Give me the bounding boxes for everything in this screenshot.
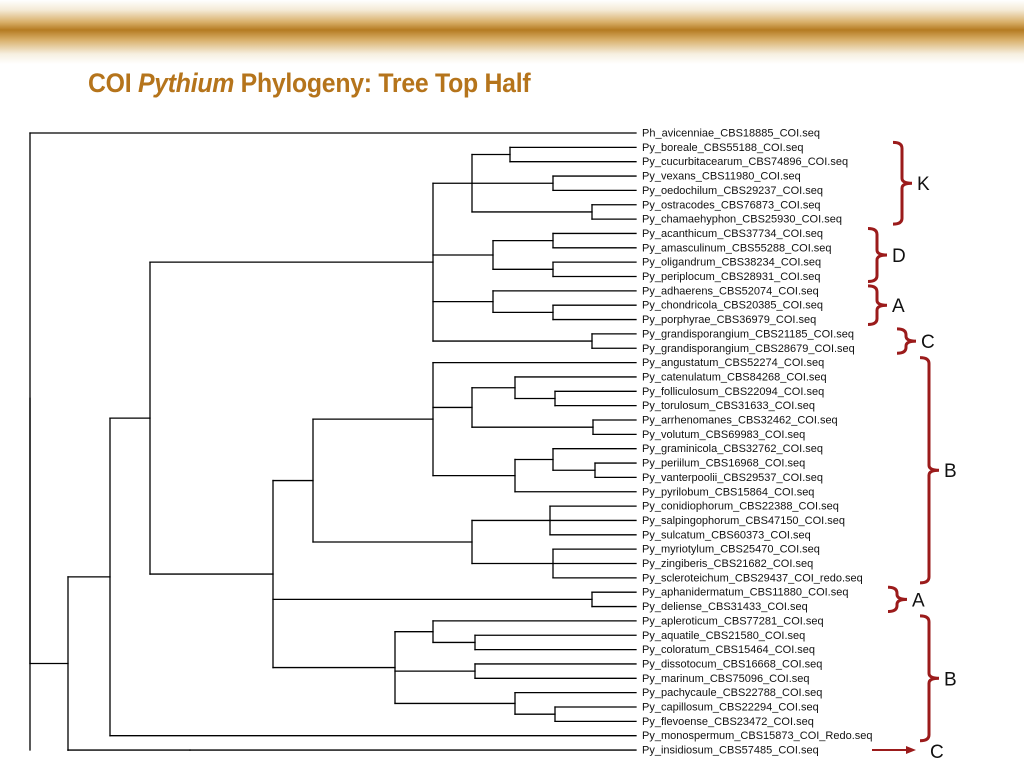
taxon-label: Py_apleroticum_CBS77281_COI.seq (642, 615, 824, 627)
taxon-label: Py_torulosum_CBS31633_COI.seq (642, 400, 815, 412)
taxon-label: Py_periilum_CBS16968_COI.seq (642, 458, 805, 470)
clade-group-label: D (892, 246, 906, 267)
clade-bracket (867, 284, 888, 327)
taxon-label: Py_adhaerens_CBS52074_COI.seq (642, 285, 819, 297)
title-part-3: Phylogeny: Tree Top Half (234, 68, 531, 98)
taxon-label: Py_angustatum_CBS52274_COI.seq (642, 357, 824, 369)
slide-title: COI Pythium Phylogeny: Tree Top Half (88, 68, 531, 99)
taxon-label: Py_coloratum_CBS15464_COI.seq (642, 644, 815, 656)
taxon-label: Py_zingiberis_CBS21682_COI.seq (642, 558, 813, 570)
taxon-label: Py_arrhenomanes_CBS32462_COI.seq (642, 415, 838, 427)
taxon-label: Py_cucurbitacearum_CBS74896_COI.seq (642, 156, 848, 168)
taxon-label: Py_scleroteichum_CBS29437_COI_redo.seq (642, 572, 863, 584)
taxon-label: Py_volutum_CBS69983_COI.seq (642, 429, 805, 441)
taxon-label: Py_marinum_CBS75096_COI.seq (642, 673, 810, 685)
taxon-label: Py_grandisporangium_CBS28679_COI.seq (642, 343, 855, 355)
tree-branches (29, 132, 637, 751)
taxon-label: Py_graminicola_CBS32762_COI.seq (642, 443, 823, 455)
clade-group-label: C (930, 742, 944, 763)
taxon-label: Py_amasculinum_CBS55288_COI.seq (642, 242, 832, 254)
taxon-label: Py_myriotylum_CBS25470_COI.seq (642, 544, 820, 556)
clade-group-label: B (944, 669, 957, 690)
taxon-label: Py_porphyrae_CBS36979_COI.seq (642, 314, 816, 326)
clade-group-label: K (917, 174, 930, 195)
taxon-label: Py_ostracodes_CBS76873_COI.seq (642, 199, 821, 211)
clade-arrowhead (906, 746, 916, 755)
taxon-label: Py_pachycaule_CBS22788_COI.seq (642, 687, 822, 699)
clade-group-label: B (944, 461, 957, 482)
taxon-label: Py_boreale_CBS55188_COI.seq (642, 142, 803, 154)
taxon-label: Py_grandisporangium_CBS21185_COI.seq (642, 328, 854, 340)
taxon-label: Py_catenulatum_CBS84268_COI.seq (642, 371, 827, 383)
clade-bracket (887, 585, 908, 614)
taxon-label: Py_flevoense_CBS23472_COI.seq (642, 716, 814, 728)
clade-bracket (919, 356, 940, 585)
taxon-label: Py_aquatile_CBS21580_COI.seq (642, 630, 805, 642)
taxon-label: Py_aphanidermatum_CBS11880_COI.seq (642, 587, 848, 599)
taxon-label: Py_folliculosum_CBS22094_COI.seq (642, 386, 824, 398)
taxon-label: Py_vexans_CBS11980_COI.seq (642, 171, 801, 183)
title-genus-italic: Pythium (137, 68, 235, 98)
clade-group-label: A (892, 296, 905, 317)
taxon-label: Py_acanthicum_CBS37734_COI.seq (642, 228, 823, 240)
taxon-label: Py_chamaehyphon_CBS25930_COI.seq (642, 214, 842, 226)
taxon-label: Py_vanterpoolii_CBS29537_COI.seq (642, 472, 823, 484)
header-decorative-bar (0, 0, 1024, 64)
taxon-label: Py_pyrilobum_CBS15864_COI.seq (642, 486, 814, 498)
taxon-label: Py_insidiosum_CBS57485_COI.seq (642, 745, 819, 757)
clade-bracket (896, 327, 917, 355)
taxon-label: Py_conidiophorum_CBS22388_COI.seq (642, 501, 839, 513)
clade-group-label: C (921, 332, 935, 353)
taxon-label: Py_sulcatum_CBS60373_COI.seq (642, 529, 811, 541)
taxon-label: Py_chondricola_CBS20385_COI.seq (642, 300, 823, 312)
taxon-label: Py_oligandrum_CBS38234_COI.seq (642, 257, 821, 269)
taxon-label: Py_deliense_CBS31433_COI.seq (642, 601, 808, 613)
clade-bracket (919, 614, 940, 743)
taxon-label: Py_capillosum_CBS22294_COI.seq (642, 702, 819, 714)
title-part-1: COI (88, 68, 138, 98)
taxon-label: Py_salpingophorum_CBS47150_COI.seq (642, 515, 845, 527)
clade-bracket (867, 226, 888, 283)
clade-bracket (892, 140, 913, 226)
taxon-label: Py_monospermum_CBS15873_COI_Redo.seq (642, 730, 873, 742)
taxon-labels: Ph_avicenniae_CBS18885_COI.seq Py_boreale… (642, 128, 873, 757)
taxon-label: Py_periplocum_CBS28931_COI.seq (642, 271, 821, 283)
taxon-label: Py_dissotocum_CBS16668_COI.seq (642, 658, 822, 670)
taxon-label: Py_oedochilum_CBS29237_COI.seq (642, 185, 823, 197)
taxon-label: Ph_avicenniae_CBS18885_COI.seq (642, 128, 820, 140)
clade-group-label: A (912, 590, 925, 611)
